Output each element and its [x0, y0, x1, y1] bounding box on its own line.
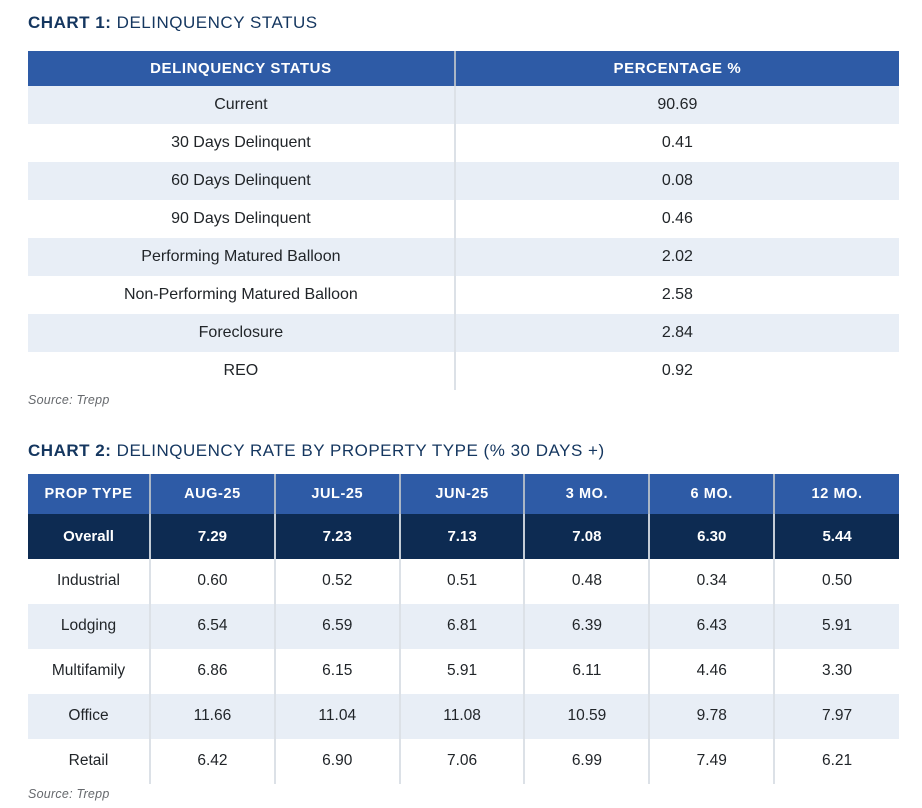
- table-row: 30 Days Delinquent 0.41: [28, 124, 899, 163]
- value-cell: 0.34: [648, 558, 775, 604]
- status-cell: 90 Days Delinquent: [28, 200, 455, 239]
- value-cell: 5.91: [773, 603, 899, 649]
- table-row: Multifamily 6.86 6.15 5.91 6.11 4.46 3.3…: [28, 648, 899, 694]
- chart2-title-text: DELINQUENCY RATE BY PROPERTY TYPE (% 30 …: [116, 441, 605, 461]
- prop-type-cell: Multifamily: [28, 648, 150, 694]
- table-header-row: DELINQUENCY STATUS PERCENTAGE %: [28, 51, 899, 87]
- column-header-jun-25: JUN-25: [398, 473, 525, 514]
- value-cell: 6.30: [648, 513, 775, 559]
- value-cell: 0.51: [398, 558, 525, 604]
- table-row: Performing Matured Balloon 2.02: [28, 238, 899, 277]
- value-cell: 10.59: [523, 693, 650, 739]
- value-cell: 11.08: [398, 693, 525, 739]
- chart2-section: CHART 2: DELINQUENCY RATE BY PROPERTY TY…: [28, 441, 899, 801]
- prop-type-cell: Office: [28, 693, 150, 739]
- percentage-cell: 0.92: [453, 352, 899, 391]
- percentage-cell: 2.02: [453, 238, 899, 277]
- value-cell: 11.04: [273, 693, 400, 739]
- prop-type-cell: Overall: [28, 513, 150, 559]
- chart2-source-note: Source: Trepp: [28, 786, 110, 801]
- delinquency-by-property-type-table: PROP TYPE AUG-25 JUL-25 JUN-25 3 MO. 6 M…: [28, 473, 899, 784]
- value-cell: 6.11: [523, 648, 650, 694]
- table-header-row: PROP TYPE AUG-25 JUL-25 JUN-25 3 MO. 6 M…: [28, 473, 899, 514]
- prop-type-cell: Industrial: [28, 558, 150, 604]
- value-cell: 6.42: [149, 738, 275, 784]
- table-row: Foreclosure 2.84: [28, 314, 899, 353]
- status-cell: Foreclosure: [28, 314, 455, 353]
- value-cell: 6.15: [273, 648, 400, 694]
- status-cell: 30 Days Delinquent: [28, 124, 455, 163]
- chart1-source-note: Source: Trepp: [28, 393, 110, 408]
- column-header-prop-type: PROP TYPE: [28, 473, 150, 514]
- percentage-cell: 0.46: [453, 200, 899, 239]
- value-cell: 6.81: [398, 603, 525, 649]
- chart2-title-label: CHART 2:: [28, 441, 112, 461]
- value-cell: 7.23: [273, 513, 400, 559]
- value-cell: 7.13: [398, 513, 525, 559]
- table-row: 60 Days Delinquent 0.08: [28, 162, 899, 201]
- column-header-jul-25: JUL-25: [273, 473, 400, 514]
- chart1-title: CHART 1: DELINQUENCY STATUS: [28, 13, 899, 33]
- table-row: Lodging 6.54 6.59 6.81 6.39 6.43 5.91: [28, 603, 899, 649]
- value-cell: 9.78: [648, 693, 775, 739]
- value-cell: 7.49: [648, 738, 775, 784]
- prop-type-cell: Retail: [28, 738, 150, 784]
- chart1-title-text: DELINQUENCY STATUS: [116, 13, 318, 32]
- value-cell: 6.86: [149, 648, 275, 694]
- value-cell: 3.30: [773, 648, 899, 694]
- value-cell: 6.99: [523, 738, 650, 784]
- value-cell: 0.48: [523, 558, 650, 604]
- table-row: Non-Performing Matured Balloon 2.58: [28, 276, 899, 315]
- delinquency-status-table: DELINQUENCY STATUS PERCENTAGE % Current …: [28, 51, 899, 391]
- status-cell: Current: [28, 86, 455, 125]
- status-cell: Non-Performing Matured Balloon: [28, 276, 455, 315]
- value-cell: 7.97: [773, 693, 899, 739]
- table-row: Retail 6.42 6.90 7.06 6.99 7.49 6.21: [28, 738, 899, 784]
- value-cell: 6.39: [523, 603, 650, 649]
- status-cell: 60 Days Delinquent: [28, 162, 455, 201]
- value-cell: 6.43: [648, 603, 775, 649]
- value-cell: 5.91: [398, 648, 525, 694]
- value-cell: 6.21: [773, 738, 899, 784]
- table-row: 90 Days Delinquent 0.46: [28, 200, 899, 239]
- value-cell: 5.44: [773, 513, 899, 559]
- column-header-aug-25: AUG-25: [149, 473, 275, 514]
- table-row: Office 11.66 11.04 11.08 10.59 9.78 7.97: [28, 693, 899, 739]
- value-cell: 0.52: [273, 558, 400, 604]
- status-cell: REO: [28, 352, 455, 391]
- value-cell: 4.46: [648, 648, 775, 694]
- column-header-percentage: PERCENTAGE %: [453, 51, 899, 87]
- value-cell: 7.06: [398, 738, 525, 784]
- value-cell: 6.59: [273, 603, 400, 649]
- value-cell: 11.66: [149, 693, 275, 739]
- value-cell: 0.60: [149, 558, 275, 604]
- table-row: Industrial 0.60 0.52 0.51 0.48 0.34 0.50: [28, 558, 899, 604]
- table-row: Current 90.69: [28, 86, 899, 125]
- table-row: REO 0.92: [28, 352, 899, 391]
- value-cell: 6.90: [273, 738, 400, 784]
- value-cell: 7.29: [149, 513, 275, 559]
- percentage-cell: 90.69: [453, 86, 899, 125]
- status-cell: Performing Matured Balloon: [28, 238, 455, 277]
- column-header-3mo: 3 MO.: [523, 473, 650, 514]
- percentage-cell: 0.08: [453, 162, 899, 201]
- chart2-title: CHART 2: DELINQUENCY RATE BY PROPERTY TY…: [28, 441, 899, 461]
- overall-row: Overall 7.29 7.23 7.13 7.08 6.30 5.44: [28, 513, 899, 559]
- percentage-cell: 2.84: [453, 314, 899, 353]
- column-header-6mo: 6 MO.: [648, 473, 775, 514]
- percentage-cell: 2.58: [453, 276, 899, 315]
- prop-type-cell: Lodging: [28, 603, 150, 649]
- column-header-12mo: 12 MO.: [773, 473, 899, 514]
- value-cell: 7.08: [523, 513, 650, 559]
- value-cell: 6.54: [149, 603, 275, 649]
- value-cell: 0.50: [773, 558, 899, 604]
- column-header-delinquency-status: DELINQUENCY STATUS: [28, 51, 455, 87]
- chart1-section: CHART 1: DELINQUENCY STATUS DELINQUENCY …: [28, 13, 899, 407]
- chart1-title-label: CHART 1:: [28, 13, 112, 32]
- percentage-cell: 0.41: [453, 124, 899, 163]
